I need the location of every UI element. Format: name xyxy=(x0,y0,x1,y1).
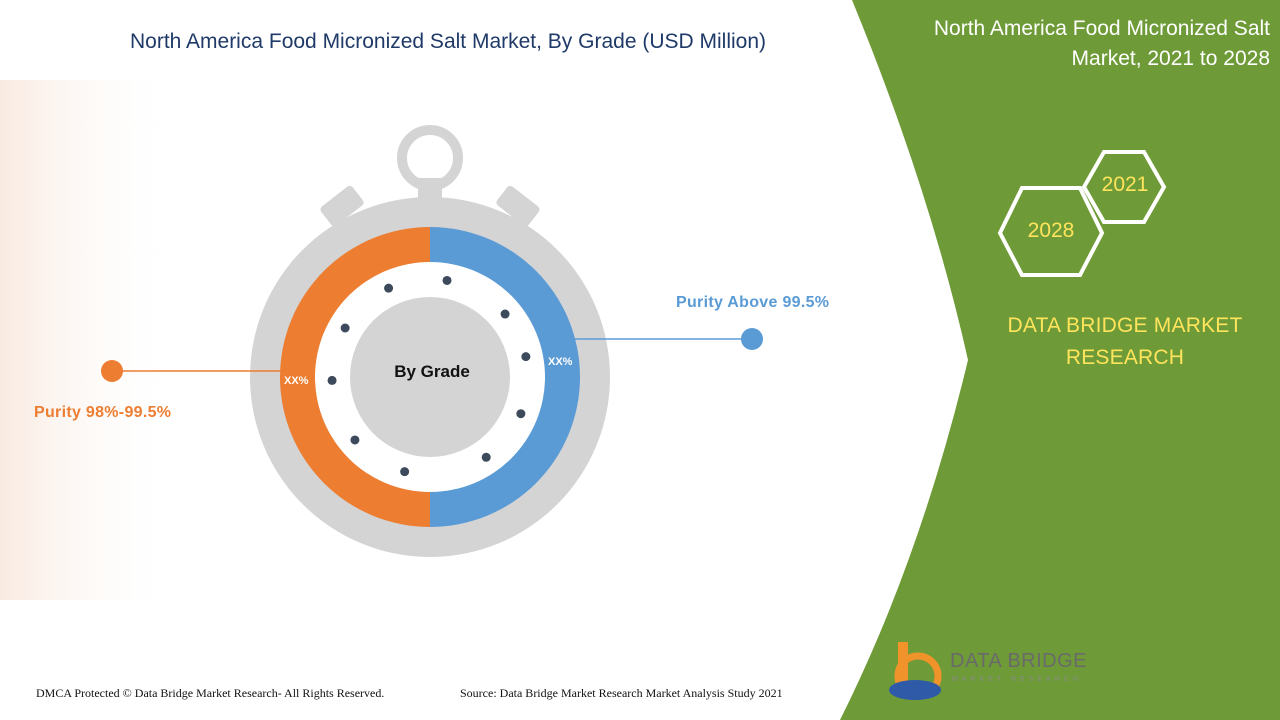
side-panel-title: North America Food Micronized Salt Marke… xyxy=(933,17,1270,70)
slice-value-label-98-99-5: XX% xyxy=(284,375,309,387)
marker-dot-above-99-5 xyxy=(741,328,763,350)
logo-tagline: MARKET RESEARCH xyxy=(952,676,1082,683)
dial-dots xyxy=(327,275,531,477)
dial-dot xyxy=(400,467,410,477)
footer-source: Source: Data Bridge Market Research Mark… xyxy=(460,686,783,700)
dial-dot xyxy=(442,275,452,285)
dial-dot xyxy=(516,409,526,419)
year-label-2028: 2028 xyxy=(1027,219,1075,242)
center-label: By Grade xyxy=(394,362,470,381)
dial-dot xyxy=(384,283,394,293)
stopwatch-left-button xyxy=(320,185,364,227)
logo-icon-base xyxy=(889,680,941,700)
slice-value-label-above-99-5: XX% xyxy=(548,356,573,368)
footer-copyright: DMCA Protected © Data Bridge Market Rese… xyxy=(36,686,385,700)
dial-dot xyxy=(481,452,491,462)
dial-dot xyxy=(340,323,350,333)
dial-dot xyxy=(350,435,360,445)
green-side-panel xyxy=(840,0,1280,720)
dial-dot xyxy=(327,375,337,385)
dial-dot xyxy=(500,309,510,319)
brand-text: DATA BRIDGE MARKET RESEARCH xyxy=(1007,314,1243,369)
stopwatch-right-button xyxy=(496,185,540,227)
dial-dot xyxy=(521,352,531,362)
year-label-2021: 2021 xyxy=(1101,173,1149,196)
center-disc xyxy=(350,297,510,457)
left-watermark-shape xyxy=(0,80,180,600)
marker-dot-98-99-5 xyxy=(101,360,123,382)
logo-text: DATA BRIDGE xyxy=(950,650,1088,672)
series-label-98-99-5: Purity 98%-99.5% xyxy=(34,404,172,421)
chart-title: North America Food Micronized Salt Marke… xyxy=(129,30,767,53)
series-label-above-99-5: Purity Above 99.5% xyxy=(676,294,830,311)
